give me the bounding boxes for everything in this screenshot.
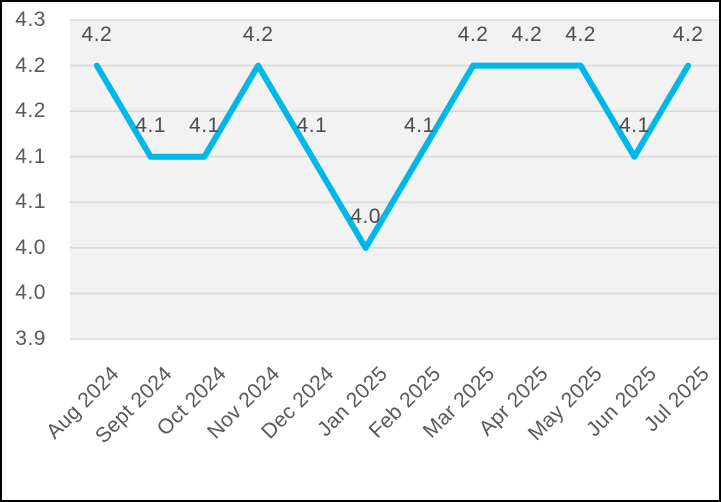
data-label: 4.1 bbox=[404, 113, 435, 137]
data-label: 4.2 bbox=[81, 22, 113, 46]
data-label: 4.1 bbox=[135, 113, 166, 137]
data-label: 4.2 bbox=[672, 22, 704, 46]
data-label: 4.1 bbox=[619, 113, 650, 137]
y-axis-tick-label: 4.0 bbox=[15, 235, 46, 259]
y-axis-tick-label: 4.2 bbox=[15, 99, 46, 123]
data-label: 4.1 bbox=[189, 113, 220, 137]
data-label: 4.0 bbox=[350, 204, 381, 228]
y-axis-tick-label: 3.9 bbox=[15, 327, 46, 350]
plot-background bbox=[70, 20, 719, 339]
y-axis-tick-label: 4.3 bbox=[15, 8, 46, 31]
y-axis-tick-label: 4.0 bbox=[15, 281, 46, 305]
data-label: 4.2 bbox=[565, 22, 596, 46]
y-axis-tick-label: 4.1 bbox=[15, 190, 46, 214]
y-axis-tick-label: 4.2 bbox=[15, 53, 46, 77]
data-line bbox=[93, 62, 692, 251]
data-label: 4.1 bbox=[296, 113, 328, 137]
data-label: 4.2 bbox=[242, 22, 274, 46]
data-label: 4.2 bbox=[511, 22, 543, 46]
data-label: 4.2 bbox=[457, 22, 489, 46]
y-axis-tick-label: 4.1 bbox=[15, 144, 46, 168]
